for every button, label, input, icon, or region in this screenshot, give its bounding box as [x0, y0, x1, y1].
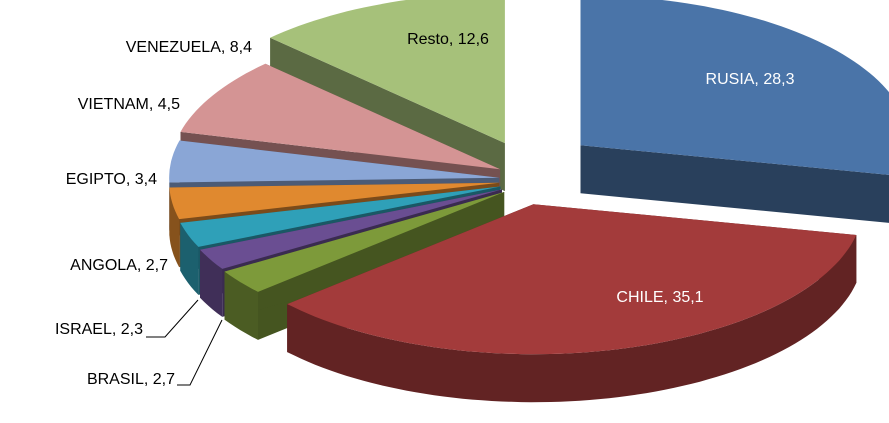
data-label: EGIPTO, 3,4 [66, 171, 157, 188]
slice-edge [580, 145, 889, 223]
data-label: CHILE, 35,1 [616, 289, 703, 306]
data-label: ANGOLA, 2,7 [70, 257, 168, 274]
slice-wall [200, 249, 223, 317]
data-label: ISRAEL, 2,3 [55, 321, 143, 338]
slice [169, 140, 500, 183]
slice [270, 0, 505, 144]
slice-wall [287, 235, 857, 403]
labels: RUSIA, 28,3 CHILE, 35,1 BRASIL, 2,7 ISRAEL,… [55, 31, 795, 388]
slice [580, 0, 889, 175]
leader-line [146, 299, 199, 338]
data-label: Resto, 12,6 [407, 31, 489, 48]
slice-wall [169, 187, 180, 268]
tops [169, 0, 889, 355]
slice [169, 182, 500, 220]
slice-wall [180, 222, 199, 295]
slice [180, 63, 501, 170]
leader-line [177, 319, 223, 386]
data-label: BRASIL, 2,7 [87, 371, 175, 388]
slice-wall [224, 271, 258, 340]
slice [224, 192, 505, 292]
data-label: RUSIA, 28,3 [706, 71, 795, 88]
slice [180, 186, 501, 247]
slice-edge [224, 192, 505, 320]
slice [200, 189, 502, 269]
data-label: VIETNAM, 4,5 [78, 96, 180, 113]
data-label: VENEZUELA, 8,4 [126, 39, 252, 56]
slice [287, 204, 857, 355]
